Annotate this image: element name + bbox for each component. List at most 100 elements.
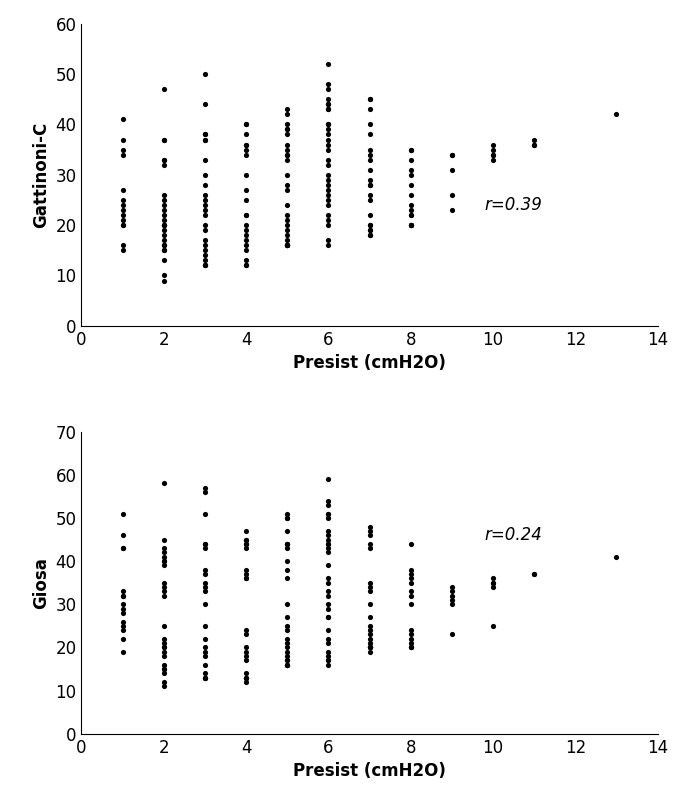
Point — [241, 572, 252, 585]
Point — [199, 219, 210, 231]
Point — [158, 477, 169, 490]
Point — [158, 229, 169, 241]
Point — [323, 193, 334, 206]
Point — [199, 128, 210, 140]
Point — [364, 144, 375, 156]
Point — [323, 624, 334, 637]
Point — [282, 537, 293, 550]
Point — [323, 93, 334, 106]
Point — [158, 133, 169, 146]
Point — [199, 199, 210, 211]
Point — [241, 667, 252, 679]
Point — [364, 193, 375, 206]
Point — [529, 138, 540, 151]
Point — [241, 209, 252, 222]
Point — [323, 78, 334, 91]
Point — [199, 507, 210, 520]
Point — [529, 138, 540, 151]
Point — [199, 128, 210, 140]
Point — [117, 144, 128, 156]
Point — [364, 178, 375, 191]
Point — [282, 148, 293, 161]
Y-axis label: Giosa: Giosa — [32, 557, 49, 608]
Point — [199, 598, 210, 611]
Point — [405, 204, 416, 216]
Point — [323, 611, 334, 623]
Point — [282, 650, 293, 663]
Point — [364, 641, 375, 654]
Point — [158, 83, 169, 95]
Point — [323, 209, 334, 222]
Point — [117, 199, 128, 211]
Point — [117, 589, 128, 602]
Point — [241, 118, 252, 131]
Point — [199, 641, 210, 654]
Point — [323, 525, 334, 537]
Point — [364, 537, 375, 550]
Point — [117, 585, 128, 597]
Point — [323, 602, 334, 615]
Point — [241, 234, 252, 246]
Point — [117, 219, 128, 231]
Point — [158, 667, 169, 679]
Point — [364, 224, 375, 237]
Point — [241, 650, 252, 663]
Point — [117, 204, 128, 216]
Point — [323, 507, 334, 520]
Point — [405, 219, 416, 231]
Point — [241, 244, 252, 256]
Point — [323, 103, 334, 116]
Point — [364, 178, 375, 191]
Point — [323, 507, 334, 520]
Point — [405, 163, 416, 176]
Text: r=0.39: r=0.39 — [485, 196, 542, 214]
Point — [199, 563, 210, 576]
Point — [364, 598, 375, 611]
Point — [158, 219, 169, 231]
Point — [282, 239, 293, 252]
Point — [405, 641, 416, 654]
Point — [117, 529, 128, 541]
Point — [117, 633, 128, 645]
Point — [323, 537, 334, 550]
Point — [405, 144, 416, 156]
Point — [282, 199, 293, 211]
Point — [158, 153, 169, 166]
Point — [364, 209, 375, 222]
Point — [241, 537, 252, 550]
Point — [199, 259, 210, 271]
Point — [282, 511, 293, 524]
Point — [364, 118, 375, 131]
Point — [158, 650, 169, 663]
Point — [323, 658, 334, 671]
Point — [282, 537, 293, 550]
Point — [282, 184, 293, 196]
Point — [364, 520, 375, 533]
Point — [487, 572, 498, 585]
Point — [158, 275, 169, 287]
Point — [405, 219, 416, 231]
Point — [405, 219, 416, 231]
Point — [117, 645, 128, 658]
Point — [487, 619, 498, 632]
Point — [405, 168, 416, 181]
Point — [405, 637, 416, 649]
Point — [446, 148, 457, 161]
Point — [323, 83, 334, 95]
Point — [117, 619, 128, 632]
Point — [199, 671, 210, 684]
Point — [117, 624, 128, 637]
Point — [323, 529, 334, 541]
Point — [405, 598, 416, 611]
Point — [323, 577, 334, 589]
Point — [282, 654, 293, 667]
Point — [364, 219, 375, 231]
Point — [282, 103, 293, 116]
Point — [323, 58, 334, 70]
Y-axis label: Gattinoni-C: Gattinoni-C — [32, 122, 49, 228]
Point — [323, 473, 334, 485]
Point — [241, 168, 252, 181]
Point — [282, 239, 293, 252]
Point — [117, 133, 128, 146]
Point — [282, 624, 293, 637]
